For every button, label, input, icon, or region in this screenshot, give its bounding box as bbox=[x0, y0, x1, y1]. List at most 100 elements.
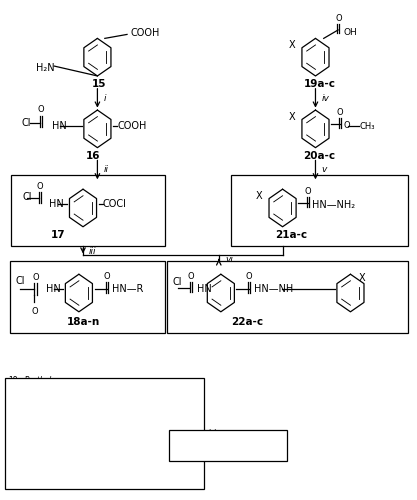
Text: 3-chlorophenyl: 3-chlorophenyl bbox=[33, 430, 90, 438]
Text: X: X bbox=[359, 273, 365, 283]
Text: vi: vi bbox=[225, 255, 233, 264]
Text: 16: 16 bbox=[86, 151, 100, 161]
Bar bbox=[10, 262, 165, 332]
Text: 18a-n: 18a-n bbox=[66, 316, 100, 326]
Text: 4-acetylphenyl: 4-acetylphenyl bbox=[33, 422, 90, 431]
Text: H₂N: H₂N bbox=[35, 63, 54, 73]
Text: 18f: 18f bbox=[8, 414, 20, 424]
Text: 18j: 18j bbox=[8, 445, 20, 454]
Text: X=: X= bbox=[190, 438, 205, 447]
Text: R=: R= bbox=[25, 422, 39, 431]
Text: O: O bbox=[37, 182, 43, 191]
Text: 2-chloro: 2-chloro bbox=[197, 429, 230, 438]
Text: Cl: Cl bbox=[15, 276, 25, 285]
Text: Cl: Cl bbox=[22, 192, 32, 202]
Text: X: X bbox=[288, 40, 295, 50]
Text: 22c: 22c bbox=[173, 446, 188, 456]
Text: 18e: 18e bbox=[8, 406, 22, 416]
Text: X: X bbox=[288, 112, 295, 122]
Text: iv: iv bbox=[322, 94, 329, 102]
Text: ii: ii bbox=[103, 166, 108, 174]
Text: HN—NH: HN—NH bbox=[254, 284, 293, 294]
Text: iii: iii bbox=[89, 246, 97, 256]
Text: R=: R= bbox=[25, 392, 39, 400]
Text: 4-hydroxyphenyl: 4-hydroxyphenyl bbox=[33, 468, 98, 477]
Bar bbox=[11, 175, 165, 246]
Text: 18b: 18b bbox=[8, 384, 23, 392]
Text: 22b: 22b bbox=[173, 438, 188, 447]
Text: O: O bbox=[337, 108, 344, 117]
Text: 4-fluorophenyl: 4-fluorophenyl bbox=[33, 452, 88, 462]
Text: O: O bbox=[305, 187, 311, 196]
Text: COCl: COCl bbox=[103, 199, 127, 209]
Text: R=: R= bbox=[25, 452, 39, 462]
Text: R=: R= bbox=[25, 399, 39, 408]
Text: R=: R= bbox=[25, 460, 39, 469]
Text: 2,5-dichlorophenyl: 2,5-dichlorophenyl bbox=[33, 445, 104, 454]
Text: Cl: Cl bbox=[172, 277, 182, 287]
Text: O: O bbox=[31, 307, 38, 316]
Text: HN: HN bbox=[52, 122, 67, 132]
Text: R=: R= bbox=[25, 406, 39, 416]
Text: 15: 15 bbox=[92, 80, 107, 90]
Text: O: O bbox=[344, 122, 350, 130]
Text: 2-hydroxy: 2-hydroxy bbox=[197, 446, 238, 456]
Text: 22a-c: 22a-c bbox=[231, 316, 264, 326]
Text: O: O bbox=[38, 105, 44, 114]
Text: O: O bbox=[187, 272, 194, 281]
Text: COOH: COOH bbox=[131, 28, 160, 38]
Text: OH: OH bbox=[344, 28, 357, 37]
Text: 18c: 18c bbox=[8, 392, 22, 400]
Text: O: O bbox=[246, 272, 252, 281]
Text: X=: X= bbox=[190, 429, 205, 438]
Text: HN—R: HN—R bbox=[112, 284, 143, 294]
Text: HN: HN bbox=[46, 284, 61, 294]
Text: 18a: 18a bbox=[8, 376, 23, 385]
Text: 18i: 18i bbox=[8, 438, 20, 446]
Text: O: O bbox=[335, 14, 342, 22]
Text: 18m: 18m bbox=[8, 468, 25, 477]
Text: R=: R= bbox=[25, 384, 39, 392]
Text: 17: 17 bbox=[51, 230, 65, 240]
Text: 18d: 18d bbox=[8, 399, 23, 408]
Text: 18l: 18l bbox=[8, 460, 20, 469]
Text: 18g: 18g bbox=[8, 422, 23, 431]
Text: R=: R= bbox=[25, 476, 39, 484]
Bar bbox=[169, 430, 286, 461]
Text: COOH: COOH bbox=[117, 122, 146, 132]
Text: O: O bbox=[33, 273, 39, 282]
Text: ethyl: ethyl bbox=[33, 376, 52, 385]
Text: O: O bbox=[103, 272, 110, 281]
Text: sec-butyl: sec-butyl bbox=[33, 392, 68, 400]
Text: 18h: 18h bbox=[8, 430, 23, 438]
Text: R=: R= bbox=[25, 438, 39, 446]
Text: R=: R= bbox=[25, 414, 39, 424]
Bar bbox=[167, 262, 408, 332]
Text: R=: R= bbox=[25, 430, 39, 438]
Text: cyclopentyl: cyclopentyl bbox=[33, 406, 77, 416]
Text: tert-butyl: tert-butyl bbox=[33, 399, 69, 408]
Text: R=: R= bbox=[25, 376, 39, 385]
Text: 3-chloro: 3-chloro bbox=[197, 438, 230, 447]
Bar bbox=[231, 175, 408, 246]
Text: CH₃: CH₃ bbox=[359, 122, 374, 131]
Text: HN: HN bbox=[49, 199, 64, 209]
Text: 21a-c: 21a-c bbox=[275, 230, 307, 240]
Text: cyclohexyl: cyclohexyl bbox=[33, 414, 73, 424]
Text: 18n: 18n bbox=[8, 476, 23, 484]
Text: 2-hydroxy-4-nitrophenyl: 2-hydroxy-4-nitrophenyl bbox=[33, 476, 126, 484]
Text: HN: HN bbox=[197, 284, 212, 294]
Text: 20a-c: 20a-c bbox=[304, 151, 336, 161]
Text: i: i bbox=[103, 94, 106, 102]
Text: R=: R= bbox=[25, 468, 39, 477]
Bar bbox=[5, 378, 204, 489]
Text: X: X bbox=[255, 190, 262, 200]
Text: 19a-c: 19a-c bbox=[304, 80, 336, 90]
Text: 18k: 18k bbox=[8, 452, 22, 462]
Text: HN—NH₂: HN—NH₂ bbox=[312, 200, 355, 210]
Text: 2-hydroxyphenyl: 2-hydroxyphenyl bbox=[33, 460, 98, 469]
Text: n-butyl: n-butyl bbox=[33, 384, 60, 392]
Text: 22a: 22a bbox=[173, 429, 188, 438]
Text: v: v bbox=[322, 166, 327, 174]
Text: R=: R= bbox=[25, 445, 39, 454]
